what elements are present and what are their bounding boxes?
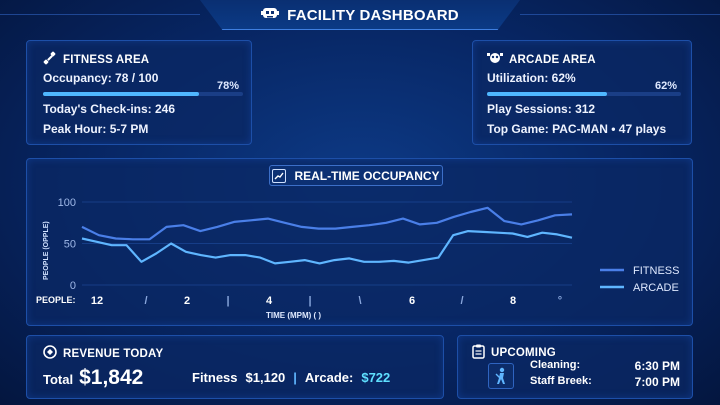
fitness-occupancy-bar-fill xyxy=(43,92,199,96)
arcade-utilization-bar xyxy=(487,92,681,96)
cleaning-person-icon xyxy=(488,363,514,389)
fitness-revenue-value: $1,120 xyxy=(245,370,286,385)
fitness-checkins: Today's Check-ins: 246 xyxy=(43,102,175,116)
sessions-label: Play Sessions: xyxy=(487,102,572,116)
arcade-title: ARCADE AREA xyxy=(509,53,596,66)
fitness-revenue-label: Fitness xyxy=(192,370,238,385)
fitness-title: FITNESS AREA xyxy=(63,53,150,66)
upcoming-panel: UPCOMING Cleaning: 6:30 PM Staff Breek: … xyxy=(457,335,693,399)
revenue-panel: REVENUE TODAY Total $1,842 Fitness $1,12… xyxy=(26,335,444,399)
arcade-utilization-bar-fill xyxy=(487,92,608,96)
upcoming-item-time: 7:00 PM xyxy=(634,375,680,389)
revenue-panel-title: REVENUE TODAY xyxy=(43,345,163,362)
page-title: FACILITY DASHBOARD xyxy=(287,6,459,24)
upcoming-item-label: Staff Breek: xyxy=(530,375,592,387)
peak-label: Peak Hour: xyxy=(43,122,107,136)
fitness-occupancy-pct: 78% xyxy=(217,80,240,92)
arcade-revenue-label: Arcade: xyxy=(304,370,354,385)
sessions-value: 312 xyxy=(575,102,596,116)
arcade-topgame: Top Game: PAC-MAN • 47 plays xyxy=(487,122,666,136)
chart-title-box: REAL-TIME OCCUPANCY xyxy=(269,165,443,186)
topgame-label: Top Game: xyxy=(487,122,549,136)
chart-line-icon xyxy=(272,168,287,183)
arcade-panel: ARCADE AREA Utilization: 62% 62% Play Se… xyxy=(472,40,692,145)
arcade-panel-title: ARCADE AREA xyxy=(487,51,596,68)
fitness-peak: Peak Hour: 5-7 PM xyxy=(43,122,148,136)
header-bar xyxy=(200,0,520,30)
clipboard-icon xyxy=(472,344,485,362)
header-right-line xyxy=(520,14,720,15)
topgame-value: PAC-MAN • 47 plays xyxy=(552,122,667,136)
upcoming-title: UPCOMING xyxy=(491,347,556,359)
chart-title: REAL-TIME OCCUPANCY xyxy=(294,168,440,183)
upcoming-item-label: Cleaning: xyxy=(530,359,581,371)
revenue-title: REVENUE TODAY xyxy=(63,347,164,360)
fitness-panel-title: FITNESS AREA xyxy=(43,51,149,68)
upcoming-item: Cleaning: 6:30 PM xyxy=(530,359,680,375)
arcade-revenue-value: $722 xyxy=(361,370,391,385)
total-value: $1,842 xyxy=(79,366,144,389)
checkins-value: 246 xyxy=(155,102,176,116)
upcoming-item-time: 6:30 PM xyxy=(634,359,680,373)
peak-value: 5-7 PM xyxy=(109,122,149,136)
fitness-occupancy-bar xyxy=(43,92,243,96)
checkins-label: Today's Check-ins: xyxy=(43,102,152,116)
fitness-panel: FITNESS AREA Occupancy: 78 / 100 78% Tod… xyxy=(26,40,252,145)
total-label: Total xyxy=(43,372,74,387)
arcade-robot-icon xyxy=(487,51,503,68)
coin-icon xyxy=(43,345,57,362)
fitness-occupancy-label: Occupancy: 78 / 100 xyxy=(43,71,159,85)
revenue-divider: | xyxy=(293,370,297,385)
revenue-breakdown: Fitness $1,120 | Arcade: $722 xyxy=(192,370,390,385)
upcoming-list: Cleaning: 6:30 PM Staff Breek: 7:00 PM xyxy=(530,359,680,391)
revenue-total: Total $1,842 xyxy=(43,366,143,390)
header-left-line xyxy=(0,14,200,15)
header: FACILITY DASHBOARD xyxy=(0,0,720,30)
dumbbell-icon xyxy=(43,51,57,68)
arcade-utilization-label: Utilization: 62% xyxy=(487,71,576,85)
arcade-utilization-pct: 62% xyxy=(655,80,678,92)
arcade-sessions: Play Sessions: 312 xyxy=(487,102,595,116)
upcoming-panel-title: UPCOMING xyxy=(472,344,556,362)
upcoming-item: Staff Breek: 7:00 PM xyxy=(530,375,680,391)
robot-head-icon xyxy=(261,5,280,26)
